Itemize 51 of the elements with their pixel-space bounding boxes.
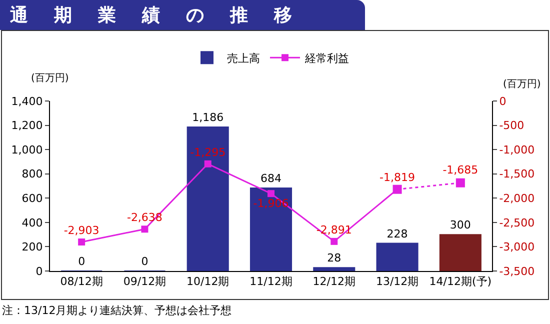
data-label: 0 <box>141 255 148 268</box>
data-label: 0 <box>78 255 86 268</box>
bar <box>313 267 356 271</box>
x-tick-label: 08/12期 <box>60 275 103 288</box>
point <box>78 238 86 246</box>
chart-title: 通期業績の推移 <box>10 4 318 27</box>
y-tick-label: 200 <box>22 240 43 254</box>
point <box>268 190 274 198</box>
y2-tick-label: -1,500 <box>499 168 535 181</box>
legend-label: 経常利益 <box>304 52 349 65</box>
x-tick-label: 13/12期 <box>376 275 419 288</box>
x-tick-label: 10/12期 <box>186 275 230 288</box>
y-tick-label: 1,000 <box>11 143 43 156</box>
bar <box>186 126 229 271</box>
bar <box>376 242 418 271</box>
x-tick-label: 14/12期(予) <box>429 275 492 288</box>
y-axis-title: (百万円) <box>31 73 69 84</box>
y2-tick-label: -2,000 <box>499 192 535 205</box>
data-label: -2,903 <box>64 224 100 237</box>
legend-label: 売上高 <box>227 52 260 65</box>
y-tick-label: 0 <box>36 264 43 278</box>
data-label: -1,295 <box>190 146 226 159</box>
data-label: 228 <box>386 227 408 240</box>
y2-tick-label: 0 <box>499 94 506 108</box>
y-tick-label: 1,200 <box>11 119 43 132</box>
y-tick-label: 600 <box>22 192 43 205</box>
x-tick-label: 11/12期 <box>250 275 292 288</box>
x-tick-label: 12/12期 <box>312 275 356 288</box>
point <box>141 226 148 233</box>
y2-axis-title: (百万円) <box>503 79 541 90</box>
text: 注：13/12月期より連結決算、予想は会社予想 <box>2 303 232 318</box>
y2-tick-label: -3,500 <box>499 264 535 278</box>
point <box>456 178 465 188</box>
y2-tick-label: -1,000 <box>499 143 535 156</box>
data-label: 684 <box>260 172 282 185</box>
point <box>204 160 212 168</box>
x-tick-label: 09/12期 <box>123 275 166 288</box>
data-label: 28 <box>327 252 342 265</box>
bar <box>250 187 292 271</box>
y-tick-label: 400 <box>22 216 43 230</box>
y2-tick-label: -3,000 <box>499 240 535 254</box>
data-label: -1,685 <box>442 163 478 176</box>
y2-tick-label: -500 <box>499 119 524 132</box>
data-label: 300 <box>450 218 471 232</box>
y2-tick-label: -2,500 <box>499 216 535 230</box>
y-tick-label: 800 <box>22 168 43 181</box>
data-label: -1,819 <box>380 171 416 184</box>
data-label: 1,186 <box>192 110 224 124</box>
point <box>330 238 338 245</box>
bar <box>439 234 482 271</box>
y-tick-label: 1,400 <box>11 94 43 108</box>
